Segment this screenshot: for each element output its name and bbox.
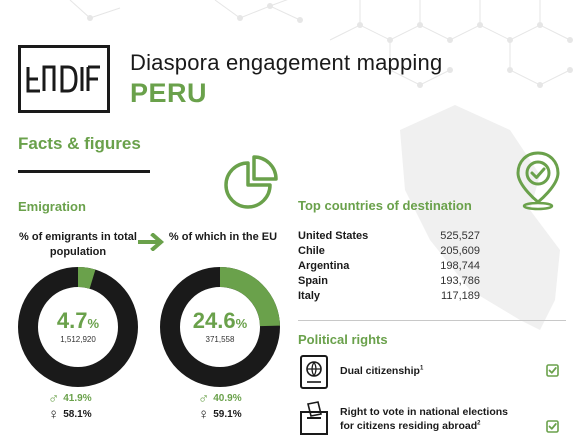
emigrants-share-heading: % of emigrants in total population <box>19 231 137 259</box>
country-label: Chile <box>298 245 325 257</box>
country-value: 117,189 <box>441 290 480 302</box>
male-share-total: ♂ 41.9% <box>48 390 92 407</box>
country-value: 205,609 <box>440 245 480 257</box>
country-row: Argentina 198,744 <box>298 259 480 274</box>
vote-abroad-row: Right to vote in national elections for … <box>298 400 560 438</box>
country-label: Italy <box>298 290 321 302</box>
eu-share-heading: % of which in the EU <box>168 231 278 243</box>
donut-arc-eu <box>160 267 280 387</box>
donut-emigrants-eu: 24.6% 371,558 <box>158 265 282 389</box>
section-divider <box>18 170 150 173</box>
female-icon: ♀ <box>48 406 60 423</box>
country-row: Spain 193,786 <box>298 274 480 289</box>
top-countries-list: United States 525,527 Chile 205,609 Arge… <box>298 229 480 304</box>
donut-arc-total <box>18 267 138 387</box>
country-row: Italy 117,189 <box>298 289 480 304</box>
emigrants-count: 1,512,920 <box>60 335 96 344</box>
country-label: Argentina <box>298 260 350 272</box>
country-name: PERU <box>130 78 208 108</box>
dual-citizenship-label: Dual citizenship1 <box>340 365 424 377</box>
eu-percentage: 24.6% <box>192 308 248 333</box>
page-title: Diaspora engagement mapping <box>130 50 443 75</box>
vote-abroad-label: Right to vote in national elections for … <box>340 406 509 433</box>
country-value: 525,527 <box>440 230 480 242</box>
emigrants-percentage: 4.7% <box>56 308 100 333</box>
checkbox-icon <box>546 364 559 377</box>
country-label: Spain <box>298 275 328 287</box>
political-rights-title: Political rights <box>298 332 388 347</box>
male-icon: ♂ <box>48 390 60 407</box>
political-rights-divider <box>298 320 566 321</box>
male-share-eu: ♂ 40.9% <box>198 390 242 407</box>
top-countries-title: Top countries of destination <box>298 198 472 213</box>
dual-citizenship-row: Dual citizenship1 <box>298 354 560 390</box>
country-row: United States 525,527 <box>298 229 480 244</box>
male-icon: ♂ <box>198 390 210 407</box>
emigration-title: Emigration <box>18 199 86 214</box>
arrow-right-icon <box>138 233 165 251</box>
country-row: Chile 205,609 <box>298 244 480 259</box>
pie-chart-icon <box>224 155 278 209</box>
checkbox-icon <box>546 420 559 433</box>
donut-emigrants-total: 4.7% 1,512,920 <box>16 265 140 389</box>
eu-count: 371,558 <box>205 335 235 344</box>
section-title: Facts & figures <box>18 134 141 153</box>
female-share-total: ♀ 58.1% <box>48 406 92 423</box>
ballot-box-icon <box>300 401 328 435</box>
country-label: United States <box>298 230 369 242</box>
eudif-logo <box>18 45 110 113</box>
female-icon: ♀ <box>198 406 210 423</box>
location-pin-check-icon <box>516 151 560 211</box>
country-value: 193,786 <box>440 275 480 287</box>
passport-icon <box>300 355 328 389</box>
female-share-eu: ♀ 59.1% <box>198 406 242 423</box>
country-value: 198,744 <box>440 260 480 272</box>
